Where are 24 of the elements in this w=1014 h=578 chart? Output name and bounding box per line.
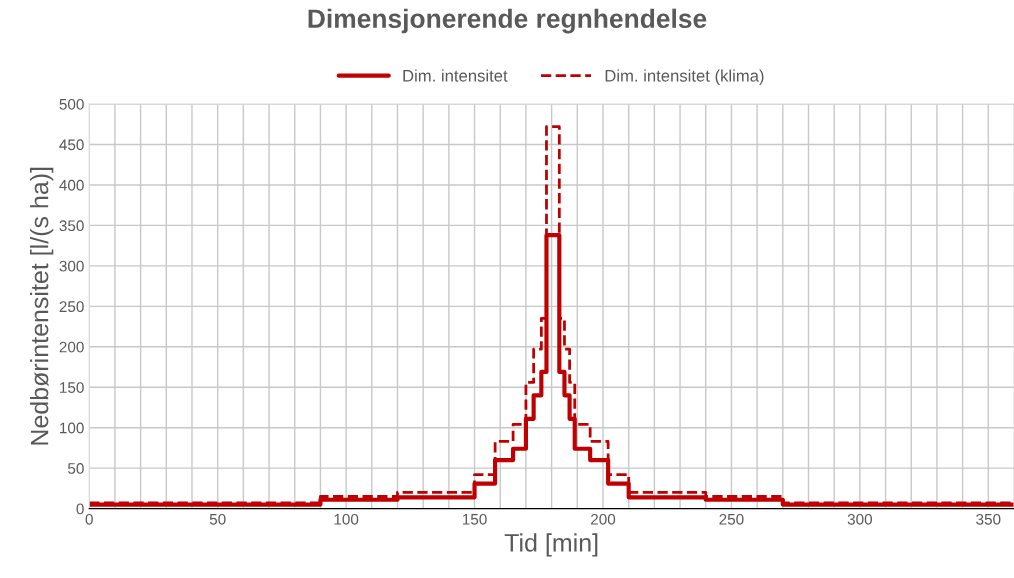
y-tick-label: 150 [60, 382, 84, 393]
y-tick-label: 500 [59, 98, 84, 110]
x-axis-title: Tid [min] [504, 533, 598, 557]
y-tick-label: 50 [67, 463, 84, 474]
legend-label: Dim. intensitet [403, 69, 508, 82]
x-tick-label: 250 [719, 513, 744, 525]
x-tick-label: 100 [334, 513, 359, 525]
y-axis-title: Nedbørintensitet [l/(s ha)] [30, 167, 54, 445]
y-tick-label: 350 [59, 220, 84, 232]
y-tick-label: 300 [59, 260, 84, 272]
y-tick-label: 400 [59, 179, 84, 191]
x-tick-label: 200 [591, 513, 616, 525]
x-tick-label: 300 [847, 513, 873, 525]
y-tick-label: 200 [59, 341, 84, 353]
y-tick-label: 450 [59, 139, 84, 151]
y-tick-label: 250 [59, 301, 84, 313]
x-tick-label: 150 [462, 513, 487, 525]
y-tick-label: 100 [60, 422, 84, 434]
y-tick-label: 0 [76, 503, 84, 515]
legend-label: Dim. intensitet (klima) [605, 69, 764, 85]
chart-title: Dimensjonerende regnhendelse [308, 8, 707, 34]
x-tick-label: 50 [209, 513, 226, 525]
x-tick-label: 0 [85, 513, 93, 525]
x-tick-label: 350 [976, 513, 1001, 525]
